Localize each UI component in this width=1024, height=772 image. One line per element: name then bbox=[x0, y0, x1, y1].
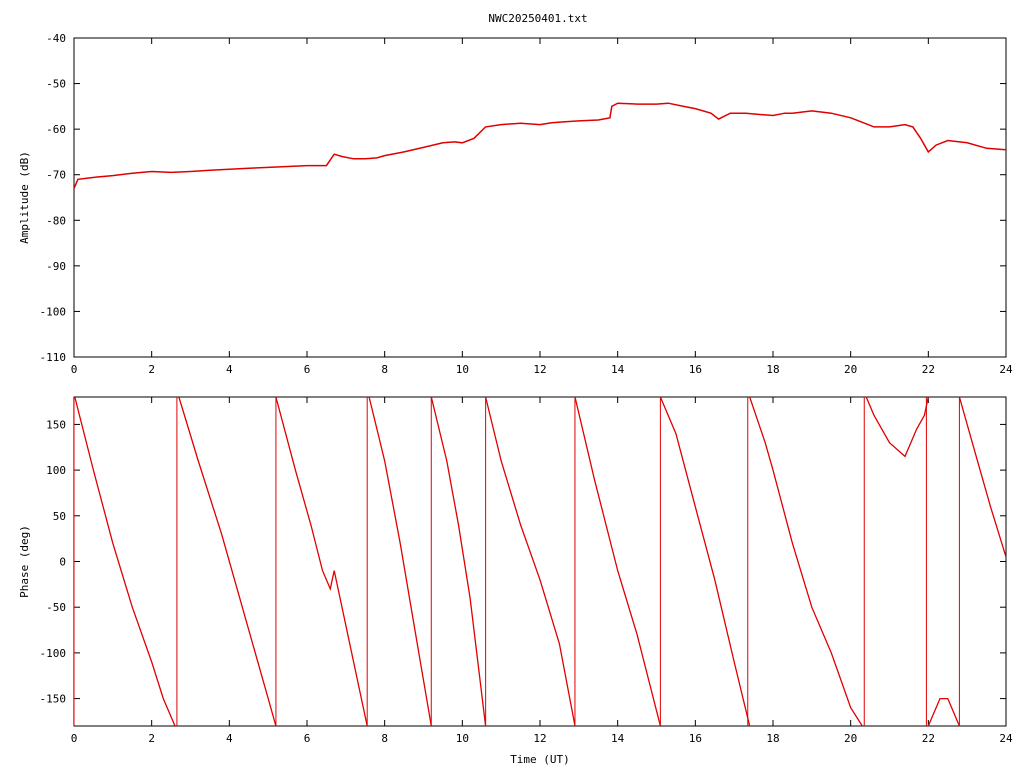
phase-series-line bbox=[958, 397, 1006, 558]
phase-series-line bbox=[865, 397, 929, 458]
x-tick-label: 4 bbox=[226, 732, 233, 745]
x-tick-label: 4 bbox=[226, 363, 233, 376]
x-tick-label: 10 bbox=[456, 732, 469, 745]
x-tick-label: 0 bbox=[71, 732, 78, 745]
x-tick-label: 8 bbox=[381, 363, 388, 376]
y-tick-label: 0 bbox=[59, 556, 66, 569]
phase-panel: 0 2 4 6 8 10 12 14 16 18 20 22 24150100500-50-100-15… bbox=[18, 396, 1013, 766]
x-tick-label: 22 bbox=[922, 363, 935, 376]
x-tick-label: 0 bbox=[71, 363, 78, 376]
phase-series-line bbox=[275, 397, 368, 726]
phase-series-line bbox=[659, 397, 751, 726]
x-tick-label: 6 bbox=[304, 363, 311, 376]
y-axis-label: Phase (deg) bbox=[18, 525, 31, 598]
x-tick-label: 10 bbox=[456, 363, 469, 376]
y-axis-label: Amplitude (dB) bbox=[18, 151, 31, 244]
y-tick-label: -70 bbox=[46, 169, 66, 182]
series-group bbox=[74, 102, 1006, 189]
phase-series-line bbox=[178, 397, 277, 726]
x-axis-label: Time (UT) bbox=[510, 753, 570, 766]
x-tick-label: 2 bbox=[148, 363, 155, 376]
y-tick-label: -100 bbox=[40, 305, 67, 318]
x-tick-label: 24 bbox=[999, 732, 1013, 745]
y-tick-label: -60 bbox=[46, 123, 66, 136]
phase-series-line bbox=[927, 697, 960, 726]
phase-series-line bbox=[74, 397, 176, 726]
amplitude-series-line bbox=[74, 102, 1006, 189]
series-group bbox=[74, 397, 1006, 726]
phase-series-line bbox=[484, 397, 576, 726]
y-tick-label: -80 bbox=[46, 214, 66, 227]
y-tick-label: -100 bbox=[40, 647, 67, 660]
y-tick-label: 150 bbox=[46, 418, 66, 431]
x-tick-label: 12 bbox=[533, 732, 546, 745]
y-tick-label: 50 bbox=[53, 510, 66, 523]
y-tick-label: -50 bbox=[46, 78, 66, 91]
chart-title: NWC20250401.txt bbox=[488, 12, 587, 25]
x-tick-label: 14 bbox=[611, 732, 625, 745]
y-tick-label: -150 bbox=[40, 693, 67, 706]
phase-series-line bbox=[368, 397, 432, 726]
y-tick-label: -90 bbox=[46, 260, 66, 273]
x-tick-label: 20 bbox=[844, 732, 857, 745]
phase-series-line bbox=[430, 397, 487, 726]
x-tick-label: 16 bbox=[689, 732, 702, 745]
x-tick-label: 24 bbox=[999, 363, 1013, 376]
x-tick-label: 18 bbox=[766, 363, 779, 376]
x-tick-label: 6 bbox=[304, 732, 311, 745]
x-tick-label: 8 bbox=[381, 732, 388, 745]
amplitude-panel: 0 2 4 6 8 10 12 14 16 18 20 22 24-40-50-60-70-80-90-… bbox=[18, 32, 1013, 376]
phase-series-line bbox=[574, 397, 662, 726]
x-tick-label: 12 bbox=[533, 363, 546, 376]
y-tick-label: -110 bbox=[40, 351, 67, 364]
x-tick-label: 20 bbox=[844, 363, 857, 376]
x-tick-label: 14 bbox=[611, 363, 625, 376]
y-tick-label: -40 bbox=[46, 32, 66, 45]
y-tick-label: -50 bbox=[46, 601, 66, 614]
y-tick-label: 100 bbox=[46, 464, 66, 477]
phase-series-line bbox=[749, 397, 863, 726]
x-tick-label: 18 bbox=[766, 732, 779, 745]
x-tick-label: 16 bbox=[689, 363, 702, 376]
x-tick-label: 22 bbox=[922, 732, 935, 745]
x-tick-label: 2 bbox=[148, 732, 155, 745]
